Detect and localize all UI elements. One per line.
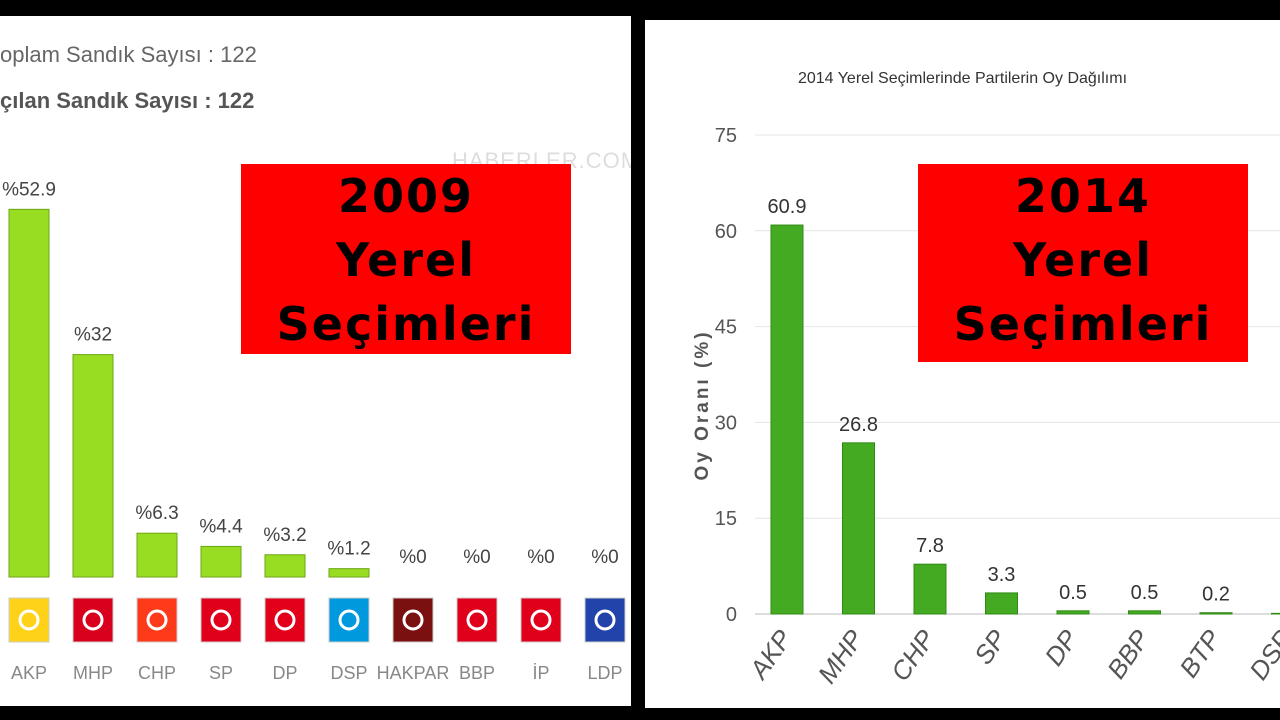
y-tick-label: 75: [715, 125, 737, 147]
category-label: SP: [209, 663, 233, 683]
party-logo-icon: [520, 597, 562, 643]
party-emblem-icon: [466, 609, 488, 631]
bar: [1128, 610, 1161, 615]
party-emblem-icon: [146, 609, 168, 631]
bar: [264, 554, 306, 578]
bar: [1199, 612, 1233, 615]
party-logo-icon: [456, 597, 498, 643]
category-label: SP: [968, 624, 1013, 670]
chart-2009-svg: %52.9 AKP %32 MHP %6.3 CHP %4.4 SP %3.2 DP %1.2 DSP…: [2, 179, 626, 683]
data-label: %4.4: [199, 516, 243, 537]
data-label: 0.2: [1202, 584, 1230, 606]
category-label: BTP: [1173, 624, 1227, 683]
category-label: HAKPAR: [377, 663, 450, 683]
party-emblem-icon: [594, 609, 616, 631]
data-label: %6.3: [135, 503, 178, 524]
category-label: MHP: [73, 663, 113, 683]
data-label: %0: [399, 547, 426, 568]
party-logo-icon: [584, 597, 626, 643]
party-logo-icon: [264, 597, 306, 643]
bar: [328, 568, 370, 578]
category-label: DSP: [1243, 624, 1280, 686]
data-label: 60.9: [768, 196, 807, 218]
y-tick-label: 60: [715, 221, 737, 243]
party-emblem-icon: [82, 609, 104, 631]
party-logo-icon: [200, 597, 242, 643]
party-logo-icon: [72, 597, 114, 643]
data-label: 26.8: [839, 414, 878, 436]
party-logo-icon: [136, 597, 178, 643]
category-label: DSP: [330, 663, 367, 683]
election-label-word1: Yerel: [1013, 233, 1153, 287]
bar: [72, 354, 114, 578]
party-emblem-icon: [274, 609, 296, 631]
bar: [1056, 610, 1090, 615]
party-emblem-icon: [530, 609, 552, 631]
chart-panel-2009: oplam Sandık Sayısı : 122 çılan Sandık S…: [0, 16, 631, 706]
data-label: %32: [74, 325, 112, 346]
bar: [913, 563, 947, 615]
category-label: MHP: [812, 624, 870, 689]
category-label: AKP: [11, 663, 47, 683]
bar: [1271, 612, 1280, 615]
category-label: BBP: [459, 663, 495, 683]
y-tick-label: 0: [726, 604, 737, 626]
party-emblem-icon: [402, 609, 424, 631]
party-emblem-icon: [210, 609, 232, 631]
party-emblem-icon: [338, 609, 360, 631]
chart-panel-2014: 2014 Yerel Seçimlerinde Partilerin Oy Da…: [645, 20, 1280, 708]
data-label: %1.2: [327, 539, 370, 560]
data-label: %0: [527, 547, 554, 568]
category-label: DP: [272, 663, 297, 683]
chart-2014-svg: 0 15 30 45 60 75 60.9 AKP 26.8 MHP 7.8 CHP 3.3 SP 0.5 D…: [715, 125, 1280, 689]
bar: [8, 208, 50, 578]
data-label: %52.9: [2, 179, 56, 200]
election-label-2014: 2014 Yerel Seçimleri: [918, 164, 1248, 362]
opened-ballot-box-count: çılan Sandık Sayısı : 122: [0, 88, 255, 113]
category-label: İP: [532, 663, 549, 683]
election-label-2009: 2009 Yerel Seçimleri: [241, 164, 571, 354]
y-tick-label: 30: [715, 412, 737, 434]
bar: [200, 545, 242, 578]
party-logo-icon: [392, 597, 434, 643]
bar: [770, 224, 804, 615]
category-label: BBP: [1101, 624, 1156, 684]
y-tick-label: 15: [715, 508, 737, 530]
bar: [136, 532, 178, 578]
election-label-word2: Seçimleri: [276, 297, 536, 351]
category-label: DP: [1039, 624, 1085, 671]
total-ballot-box-count: oplam Sandık Sayısı : 122: [0, 42, 257, 67]
data-label: %0: [591, 547, 618, 568]
category-label: LDP: [587, 663, 622, 683]
party-logo-icon: [8, 597, 50, 643]
data-label: %0: [463, 547, 490, 568]
election-label-year: 2014: [1014, 169, 1152, 223]
chart-title: 2014 Yerel Seçimlerinde Partilerin Oy Da…: [797, 70, 1128, 87]
category-label: CHP: [138, 663, 176, 683]
election-label-year: 2009: [337, 169, 475, 223]
y-tick-label: 45: [715, 317, 737, 339]
data-label: %3.2: [263, 525, 306, 546]
category-label: AKP: [742, 624, 798, 686]
bar: [842, 442, 875, 615]
bar: [985, 592, 1018, 615]
data-label: 0.5: [1131, 582, 1159, 604]
party-logo-icon: [328, 597, 370, 643]
data-label: 0.5: [1059, 582, 1087, 604]
election-label-word1: Yerel: [336, 233, 476, 287]
data-label: 3.3: [988, 564, 1016, 586]
data-label: 7.8: [916, 535, 944, 557]
election-label-word2: Seçimleri: [953, 297, 1213, 351]
category-label: CHP: [885, 624, 941, 687]
party-emblem-icon: [18, 609, 40, 631]
